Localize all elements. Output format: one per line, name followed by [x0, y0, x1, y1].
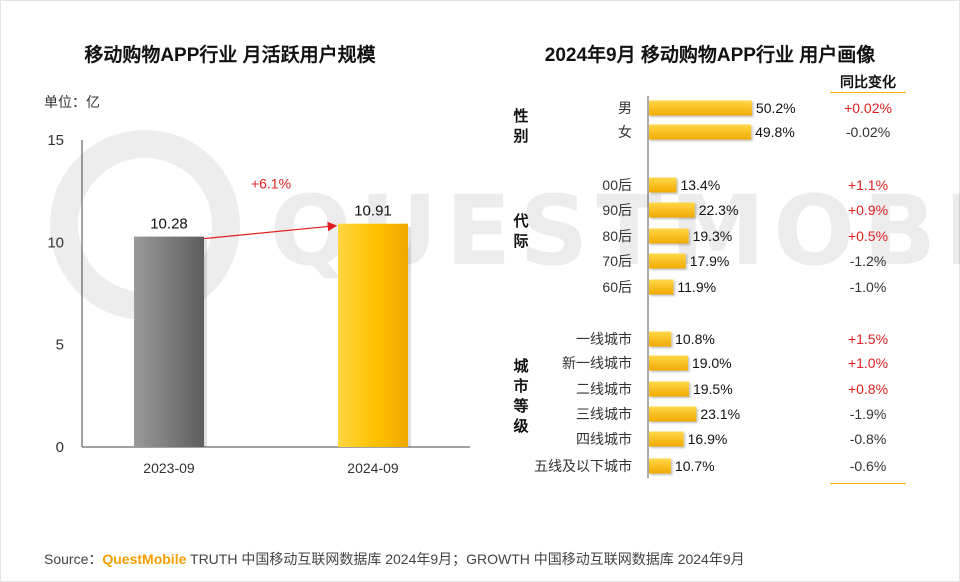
left-chart-title: 移动购物APP行业 月活跃用户规模: [84, 45, 376, 66]
category-label: 90后: [602, 202, 632, 218]
group-label-gender: 性别: [513, 108, 529, 145]
bar-value-label: 17.9%: [690, 253, 730, 269]
yoy-change-value: -1.0%: [849, 279, 887, 295]
y-tick-label: 5: [56, 337, 64, 354]
bar-value-label: 50.2%: [756, 100, 796, 116]
bar-value-label: 10.28: [150, 216, 188, 233]
yoy-change-value: +0.9%: [847, 202, 889, 218]
y-tick-label: 10: [47, 234, 64, 251]
growth-label: +6.1%: [251, 176, 291, 192]
y-tick-label: 15: [47, 132, 64, 149]
unit-label: 单位：亿: [44, 94, 100, 110]
bar: [649, 228, 689, 244]
change-header: 同比变化: [840, 74, 896, 90]
yoy-change-value: +0.02%: [844, 100, 892, 116]
category-label: 四线城市: [576, 431, 632, 447]
source-prefix: Source：: [44, 551, 103, 567]
category-label: 70后: [602, 253, 632, 269]
bar: [649, 124, 752, 140]
yoy-change-value: +0.8%: [847, 381, 889, 397]
bar: [649, 431, 684, 447]
category-label: 一线城市: [576, 331, 632, 347]
category-label: 二线城市: [576, 381, 632, 397]
category-label: 60后: [602, 279, 632, 295]
category-label: 00后: [602, 177, 632, 193]
bar-value-label: 22.3%: [699, 202, 739, 218]
y-tick-label: 0: [56, 439, 64, 456]
bar-value-label: 49.8%: [755, 124, 795, 140]
yoy-change-value: +0.5%: [847, 228, 889, 244]
bar: [649, 381, 689, 397]
group-label-city-tier: 城市等级: [513, 358, 529, 435]
yoy-change-value: -0.6%: [849, 458, 887, 474]
category-label: 新一线城市: [562, 355, 632, 371]
bar: [338, 223, 408, 447]
left-bar-chart: 0 5 10 15 10.28 2023-09 10.91 2024-09 +6.1%: [47, 132, 470, 476]
bar-value-label: 10.8%: [675, 331, 715, 347]
bar: [649, 279, 674, 295]
source-brand: QuestMobile: [102, 551, 187, 567]
bar-value-label: 19.5%: [693, 381, 733, 397]
group-label-generation: 代际: [513, 213, 529, 250]
growth-arrow: [203, 221, 338, 240]
category-label: 80后: [602, 228, 632, 244]
bar-value-label: 10.7%: [675, 458, 715, 474]
x-tick-label: 2024-09: [347, 460, 399, 476]
bar-value-label: 10.91: [354, 203, 392, 220]
bar: [649, 100, 752, 116]
yoy-change-value: -1.2%: [849, 253, 887, 269]
category-label: 男: [618, 100, 632, 116]
bar: [649, 253, 686, 269]
bar: [649, 458, 671, 474]
right-bar-chart: 男 50.2% 女 49.8% 00后 13.4% 90后 22.3% 80后 19.3% 70后 1…: [534, 96, 796, 478]
bar-value-label: 16.9%: [688, 431, 728, 447]
x-tick-label: 2023-09: [143, 460, 195, 476]
yoy-change-value: +1.1%: [847, 177, 889, 193]
yoy-change-value: +1.0%: [847, 355, 889, 371]
change-footer-rule: [830, 483, 906, 484]
bar: [649, 355, 688, 371]
bar-value-label: 19.0%: [692, 355, 732, 371]
category-label: 五线及以下城市: [534, 458, 632, 474]
yoy-change-value: +1.5%: [847, 331, 889, 347]
right-chart-title: 2024年9月 移动购物APP行业 用户画像: [544, 45, 876, 66]
bar: [649, 406, 697, 422]
yoy-change-value: -0.8%: [849, 431, 887, 447]
bar: [649, 177, 677, 193]
bar: [649, 202, 695, 218]
source-text: TRUTH 中国移动互联网数据库 2024年9月；GROWTH 中国移动互联网数…: [186, 551, 745, 567]
source-note: Source：QuestMobile TRUTH 中国移动互联网数据库 2024…: [44, 549, 745, 569]
category-label: 三线城市: [576, 406, 632, 422]
bar: [649, 331, 672, 347]
yoy-change-value: -0.02%: [845, 124, 891, 140]
yoy-change-value: -1.9%: [849, 406, 887, 422]
bar-value-label: 13.4%: [680, 177, 720, 193]
bar-value-label: 23.1%: [700, 406, 740, 422]
change-header-rule: [830, 92, 906, 93]
bar: [134, 236, 204, 447]
bar-value-label: 11.9%: [677, 279, 716, 295]
bar-value-label: 19.3%: [693, 228, 733, 244]
category-label: 女: [618, 124, 632, 140]
